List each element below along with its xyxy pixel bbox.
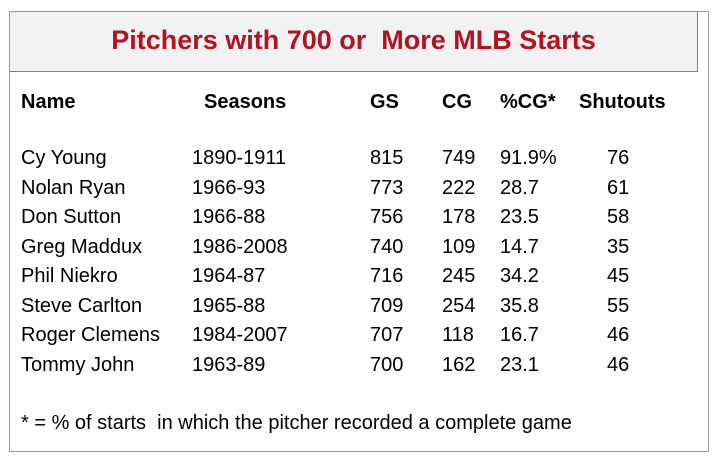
pitcher-pct-cg: 28.7 [500,176,539,199]
pitcher-gs: 716 [370,265,404,287]
column-header-shutouts: Shutouts [579,91,666,113]
pitcher-gs: 709 [370,294,404,317]
pitcher-gs: 740 [370,235,404,258]
title-banner: Pitchers with 700 or More MLB Starts [10,12,698,72]
pitcher-pct-cg: 14.7 [500,235,539,258]
pitcher-pct-cg: 91.9% [500,147,557,169]
pitcher-shutouts: 61 [607,176,630,199]
pitcher-shutouts: 55 [607,294,630,317]
pitcher-seasons: 1963-89 [192,353,266,376]
pitcher-cg: 245 [442,265,476,287]
pitcher-seasons: 1966-88 [192,206,266,228]
column-header-pct-cg: %CG* [500,91,556,113]
pitcher-name: Cy Young [21,147,107,169]
pitcher-name: Nolan Ryan [21,176,126,199]
pitcher-seasons: 1966-93 [192,176,266,199]
pitcher-seasons: 1986-2008 [192,235,288,258]
pitcher-shutouts: 46 [607,353,630,376]
pitcher-pct-cg: 35.8 [500,294,539,317]
column-header-gs: GS [370,91,399,113]
pitcher-pct-cg: 34.2 [500,265,539,287]
pitcher-gs: 700 [370,353,404,376]
column-header-cg: CG [442,91,472,113]
pitcher-cg: 749 [442,147,476,169]
pitcher-gs: 756 [370,206,404,228]
pitcher-shutouts: 45 [607,265,630,287]
pitcher-pct-cg: 16.7 [500,324,539,346]
pitcher-seasons: 1964-87 [192,265,266,287]
pitcher-pct-cg: 23.5 [500,206,539,228]
pitcher-gs: 707 [370,324,404,346]
pitcher-gs: 773 [370,176,404,199]
pitcher-shutouts: 35 [607,235,630,258]
pitcher-name: Phil Niekro [21,265,118,287]
pitcher-cg: 254 [442,294,476,317]
pitcher-shutouts: 46 [607,324,630,346]
pitcher-cg: 118 [442,324,474,346]
footnote: * = % of starts in which the pitcher rec… [21,412,572,434]
pitcher-shutouts: 58 [607,206,630,228]
column-header-name: Name [21,91,76,113]
pitcher-name: Steve Carlton [21,294,143,317]
pitcher-seasons: 1984-2007 [192,324,288,346]
pitcher-name: Tommy John [21,353,135,376]
pitcher-seasons: 1890-1911 [192,147,287,169]
pitcher-cg: 178 [442,206,476,228]
pitcher-name: Greg Maddux [21,235,143,258]
pitcher-cg: 162 [442,353,476,376]
pitcher-cg: 109 [442,235,476,258]
pitcher-pct-cg: 23.1 [500,353,539,376]
page-title: Pitchers with 700 or More MLB Starts [111,25,596,55]
column-header-seasons: Seasons [204,91,287,113]
pitcher-cg: 222 [442,176,476,199]
pitcher-name: Roger Clemens [21,324,160,346]
pitcher-shutouts: 76 [607,147,630,169]
slide-frame: Pitchers with 700 or More MLB Starts Nam… [9,11,709,452]
pitcher-gs: 815 [370,147,404,169]
pitcher-seasons: 1965-88 [192,294,266,317]
pitcher-name: Don Sutton [21,206,122,228]
